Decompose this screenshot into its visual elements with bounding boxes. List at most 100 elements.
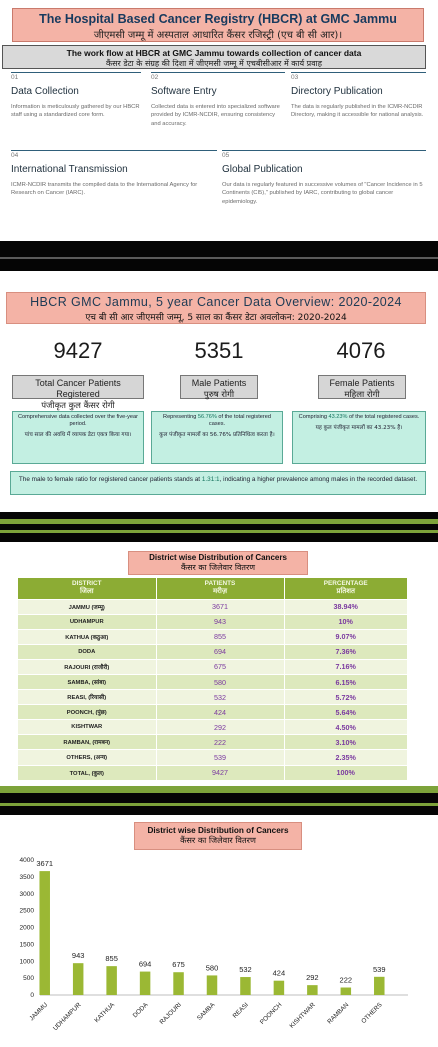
stat-label-en: Female Patients <box>329 378 395 388</box>
step-heading: International Transmission <box>11 164 128 175</box>
overview-title-hindi: एच बी सी आर जीएमसी जम्मू, 5 साल का कैंसर… <box>85 313 347 323</box>
percentage-cell: 3.10% <box>284 734 408 750</box>
y-tick-label: 500 <box>23 975 34 982</box>
percentage-cell: 2.35% <box>284 749 408 766</box>
step-divider <box>11 72 141 73</box>
percentage-cell: 7.36% <box>284 643 408 660</box>
registry-title: The Hospital Based Cancer Registry (HBCR… <box>39 12 397 26</box>
patients-cell: 532 <box>156 689 285 705</box>
column-header-district: DISTRICT जिला <box>18 578 157 599</box>
district-cell: RAMBAN, (रामबन) <box>18 734 157 750</box>
y-tick-label: 2500 <box>20 908 35 915</box>
step-divider <box>291 72 426 73</box>
patients-cell: 855 <box>156 628 285 645</box>
step-divider <box>11 150 217 151</box>
step-number: 01 <box>11 74 19 81</box>
column-header-hindi: प्रतिशत <box>336 587 356 596</box>
district-table-title: District wise Distribution of Cancers <box>149 553 287 562</box>
patients-cell: 424 <box>156 704 285 720</box>
male-patients-value: 5351 <box>194 338 244 363</box>
table-row: JAMMU (जम्मू) 3671 38.94% <box>18 598 408 615</box>
bar-value-label: 580 <box>206 963 219 972</box>
table-row: UDHAMPUR 943 10% <box>18 613 408 630</box>
patients-cell: 675 <box>156 658 285 675</box>
stat-label-en: Male Patients <box>191 378 247 388</box>
patients-cell: 539 <box>156 749 285 766</box>
step-description: Our data is regularly featured in succes… <box>222 182 423 205</box>
district-table-title-hindi: कैंसर का जिलेवार वितरण <box>180 563 256 572</box>
x-tick-label: KATHUA <box>93 1001 116 1024</box>
y-tick-label: 2000 <box>20 925 35 932</box>
workflow-step-2: 02 Software Entry Collected data is ente… <box>151 72 285 128</box>
column-header-hindi: जिला <box>79 587 94 596</box>
percentage-cell: 6.15% <box>284 673 408 690</box>
male-patients-label: Male Patients पुरुष रोगी <box>180 375 258 400</box>
bar <box>307 985 318 995</box>
bar <box>340 987 352 995</box>
workflow-title-box: The work flow at HBCR at GMC Jammu towar… <box>2 45 426 69</box>
bar <box>39 871 50 995</box>
column-header-text: PERCENTAGE <box>323 580 368 588</box>
ratio-value: 1.31:1 <box>201 476 220 483</box>
district-cell: RAJOURI (राजौरी) <box>18 658 157 675</box>
step-description: Collected data is entered into specializ… <box>151 104 280 127</box>
x-tick-label: SAMBA <box>196 1001 217 1022</box>
percentage-cell: 10% <box>284 613 408 630</box>
x-tick-label: RAJOURI <box>158 1001 183 1026</box>
column-header-percentage: PERCENTAGE प्रतिशत <box>284 578 408 599</box>
table-row: SAMBA, (सांबा) 580 6.15% <box>18 673 408 690</box>
table-row: OTHERS, (अन्य) 539 2.35% <box>18 749 408 766</box>
x-tick-label: UDHAMPUR <box>52 1001 83 1032</box>
bar-value-label: 855 <box>105 954 118 963</box>
table-header-row: DISTRICT जिला PATIENTS मरीज़ PERCENTAGE प्र… <box>18 578 408 599</box>
ratio-text: The male to female ratio for registered … <box>18 476 202 483</box>
step-number: 04 <box>11 152 19 159</box>
percentage-cell: 4.50% <box>284 719 408 735</box>
chart-title-box: District wise Distribution of Cancers कै… <box>134 822 302 850</box>
step-description: The data is regularly published in the I… <box>291 104 424 119</box>
step-number: 02 <box>151 74 159 81</box>
separator-band <box>0 241 438 271</box>
chart-title-hindi: कैंसर का जिलेवार वितरण <box>180 835 256 845</box>
patients-cell: 943 <box>156 613 285 630</box>
stat-desc-hindi: पांच साल की अवधि में व्यापक डेटा एकत्र क… <box>24 432 132 439</box>
step-heading: Data Collection <box>11 86 79 97</box>
percentage-cell: 5.72% <box>284 689 408 705</box>
bar <box>139 971 151 995</box>
district-cell: DODA <box>18 643 157 660</box>
workflow-step-5: 05 Global Publication Our data is regula… <box>222 150 426 206</box>
column-header-text: DISTRICT <box>72 580 102 588</box>
bar <box>240 977 251 995</box>
column-header-patients: PATIENTS मरीज़ <box>156 578 285 599</box>
step-heading: Directory Publication <box>291 86 383 97</box>
district-cell: TOTAL, (कुल) <box>18 764 157 781</box>
registry-title-box: The Hospital Based Cancer Registry (HBCR… <box>12 8 424 42</box>
workflow-step-1: 01 Data Collection Information is meticu… <box>11 72 141 120</box>
female-patients-description: Comprising 43.23% of the total registere… <box>292 411 426 464</box>
column-header-hindi: मरीज़ <box>212 587 228 596</box>
y-tick-label: 3000 <box>20 891 35 898</box>
percentage-cell: 7.16% <box>284 658 408 675</box>
stat-desc-en: Comprising 43.23% of the total registere… <box>293 412 425 421</box>
stat-label-en: Total Cancer Patients Registered <box>35 378 121 399</box>
overview-title-box: HBCR GMC Jammu, 5 year Cancer Data Overv… <box>6 292 426 324</box>
bar-value-label: 943 <box>72 951 85 960</box>
bar <box>206 975 218 995</box>
column-header-text: PATIENTS <box>204 580 236 588</box>
bar-value-label: 675 <box>172 960 185 969</box>
separator-stripe <box>0 257 438 259</box>
workflow-title: The work flow at HBCR at GMC Jammu towar… <box>66 48 362 58</box>
bar-value-label: 292 <box>306 973 319 982</box>
table-row: DODA 694 7.36% <box>18 643 408 660</box>
registry-title-hindi: जीएमसी जम्मू में अस्पताल आधारित कैंसर रज… <box>93 30 343 41</box>
table-row: RAJOURI (राजौरी) 675 7.16% <box>18 658 408 675</box>
table-row: REASI, (रियासी) 532 5.72% <box>18 689 408 705</box>
district-cell: JAMMU (जम्मू) <box>18 598 157 615</box>
district-table-title-box: District wise Distribution of Cancers कै… <box>128 551 308 575</box>
chart-title: District wise Distribution of Cancers <box>147 826 289 835</box>
y-tick-label: 1000 <box>20 958 35 965</box>
table-row: POONCH, (पुंछ) 424 5.64% <box>18 704 408 720</box>
y-tick-label: 1500 <box>20 941 35 948</box>
stat-desc-text: Representing <box>163 414 198 420</box>
total-patients-description: Comprehensive data collected over the fi… <box>12 411 144 464</box>
